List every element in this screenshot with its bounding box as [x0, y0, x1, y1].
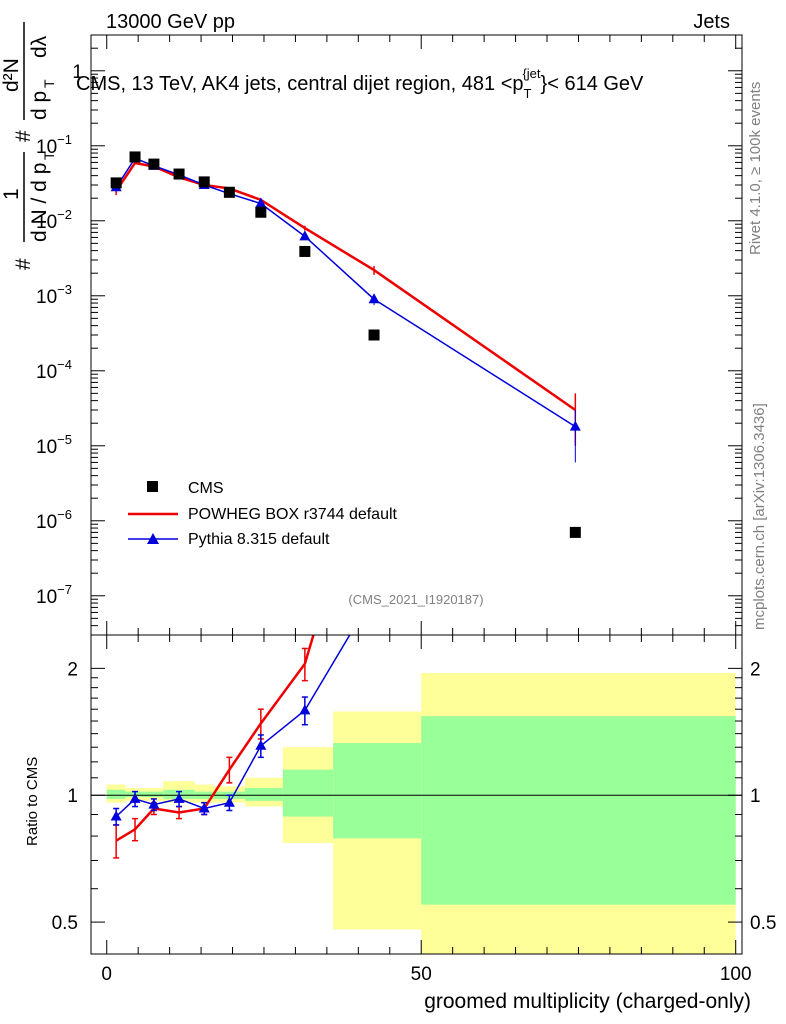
ratio-ytick-label-left: 0.5 — [52, 913, 78, 934]
inner-band — [282, 769, 334, 817]
analysis-watermark: (CMS_2021_I1920187) — [348, 592, 483, 607]
main-ytick-label: 1 — [72, 62, 83, 83]
main-title-text: CMS, 13 TeV, AK4 jets, central dijet reg… — [76, 73, 524, 95]
pythia-ratio-point — [198, 802, 210, 813]
ytick-base: 10 — [36, 212, 57, 233]
pythia-point — [569, 420, 581, 431]
inner-band — [333, 743, 422, 839]
cms-data-point — [110, 177, 122, 189]
legend-cms-marker — [147, 481, 158, 492]
rivet-label: Rivet 4.1.0, ≥ 100k events — [747, 82, 764, 255]
pythia-ratio-point — [255, 739, 267, 750]
cms-data-point — [198, 176, 210, 188]
header-left: 13000 GeV pp — [106, 11, 235, 33]
cms-data-point — [173, 168, 185, 180]
main-title-tail: }< 614 GeV — [541, 73, 645, 95]
inner-band — [421, 716, 736, 905]
ylabel-hash-2: # — [12, 130, 35, 142]
ytick-exp: −7 — [57, 582, 72, 597]
ylabel-T2: T — [41, 79, 57, 88]
powheg-line — [115, 161, 577, 412]
ytick-base: 10 — [36, 437, 57, 458]
cms-data-point — [223, 186, 235, 198]
inner-band — [245, 788, 283, 801]
inner-band — [144, 791, 164, 798]
cms-data-point — [299, 245, 311, 257]
ytick-exp: −1 — [57, 132, 72, 147]
ratio-xtick-label: 0 — [101, 964, 112, 985]
main-ytick-label: 10−6 — [36, 507, 72, 533]
legend-pythia-marker — [147, 533, 159, 544]
ratio-xtick-label: 100 — [720, 964, 752, 985]
pythia-ratio-point — [148, 798, 160, 809]
legend-powheg-label: POWHEG BOX r3744 default — [188, 506, 398, 523]
ytick-exp: −2 — [57, 207, 72, 222]
ylabel-dN: d N / d p — [28, 163, 51, 242]
ratio-ytick-label-right: 2 — [750, 659, 761, 680]
main-ytick-label: 10−3 — [36, 282, 72, 308]
main-title-sub: T — [524, 86, 532, 101]
pythia-point — [368, 293, 380, 304]
cms-data-point — [129, 151, 141, 163]
ytick-exp: −3 — [57, 282, 72, 297]
ratio-series-group — [110, 635, 351, 859]
pythia-point — [255, 197, 267, 208]
ylabel-one: 1 — [0, 188, 23, 200]
ytick-base: 10 — [36, 587, 57, 608]
main-ytick-label: 10−1 — [36, 132, 72, 158]
pythia-line — [115, 157, 576, 428]
mcplots-label: mcplots.cern.ch [arXiv:1306.3436] — [751, 403, 768, 630]
ratio-uncertainty-bands — [106, 673, 736, 954]
pythia-ratio-point — [299, 704, 311, 715]
main-plot-area — [110, 151, 581, 538]
pythia-point — [299, 230, 311, 241]
cms-data-point — [255, 206, 267, 218]
ratio-ytick-label-left: 2 — [67, 659, 78, 680]
ylabel-hash-1: # — [12, 258, 35, 270]
main-ylabel: # 1 d N / d p T # d²N d p T dλ # — [0, 22, 57, 270]
cms-data-point — [368, 329, 380, 341]
ratio-ytick-label-left: 1 — [67, 786, 78, 807]
cms-data-point — [569, 526, 581, 538]
ytick-exp: −5 — [57, 432, 72, 447]
cms-data-point — [148, 158, 160, 170]
pythia-ratio-point — [129, 792, 141, 803]
ytick-base: 10 — [36, 512, 57, 533]
pythia-ratio-point — [173, 792, 185, 803]
legend-pythia-label: Pythia 8.315 default — [188, 531, 330, 548]
ratio-ylabel: Ratio to CMS — [24, 757, 41, 846]
main-ytick-label: 10−4 — [36, 357, 72, 383]
legend-cms-label: CMS — [188, 480, 224, 497]
ytick-base: 10 — [36, 137, 57, 158]
ytick-base: 10 — [36, 287, 57, 308]
ylabel-dpt: d p — [28, 91, 51, 120]
legend: CMS POWHEG BOX r3744 default Pythia 8.31… — [128, 480, 398, 548]
ratio-panel-frame — [90, 634, 743, 955]
ylabel-dlambda: dλ — [28, 35, 51, 58]
main-ytick-label: 10−7 — [36, 582, 72, 608]
ylabel-d2N: d²N — [0, 58, 23, 92]
ytick-base: 10 — [36, 362, 57, 383]
ylabel-T1: T — [41, 151, 57, 160]
pythia-ratio-point — [223, 796, 235, 807]
ytick-exp: −6 — [57, 507, 72, 522]
ratio-ytick-label-right: 1 — [750, 786, 761, 807]
main-title-sup: {jet — [522, 66, 540, 81]
main-ytick-label: 10−5 — [36, 432, 72, 458]
main-title: CMS, 13 TeV, AK4 jets, central dijet reg… — [76, 66, 644, 101]
inner-band — [106, 789, 126, 799]
header-right: Jets — [693, 11, 730, 33]
ytick-exp: −4 — [57, 357, 72, 372]
ratio-xlabel: groomed multiplicity (charged-only) — [424, 990, 751, 1013]
ratio-ytick-label-right: 0.5 — [750, 913, 776, 934]
pythia-ratio-point — [110, 810, 122, 821]
ratio-xtick-label: 50 — [411, 964, 432, 985]
ratio-plot-area — [91, 635, 742, 859]
main-ytick-label: 10−2 — [36, 207, 72, 233]
